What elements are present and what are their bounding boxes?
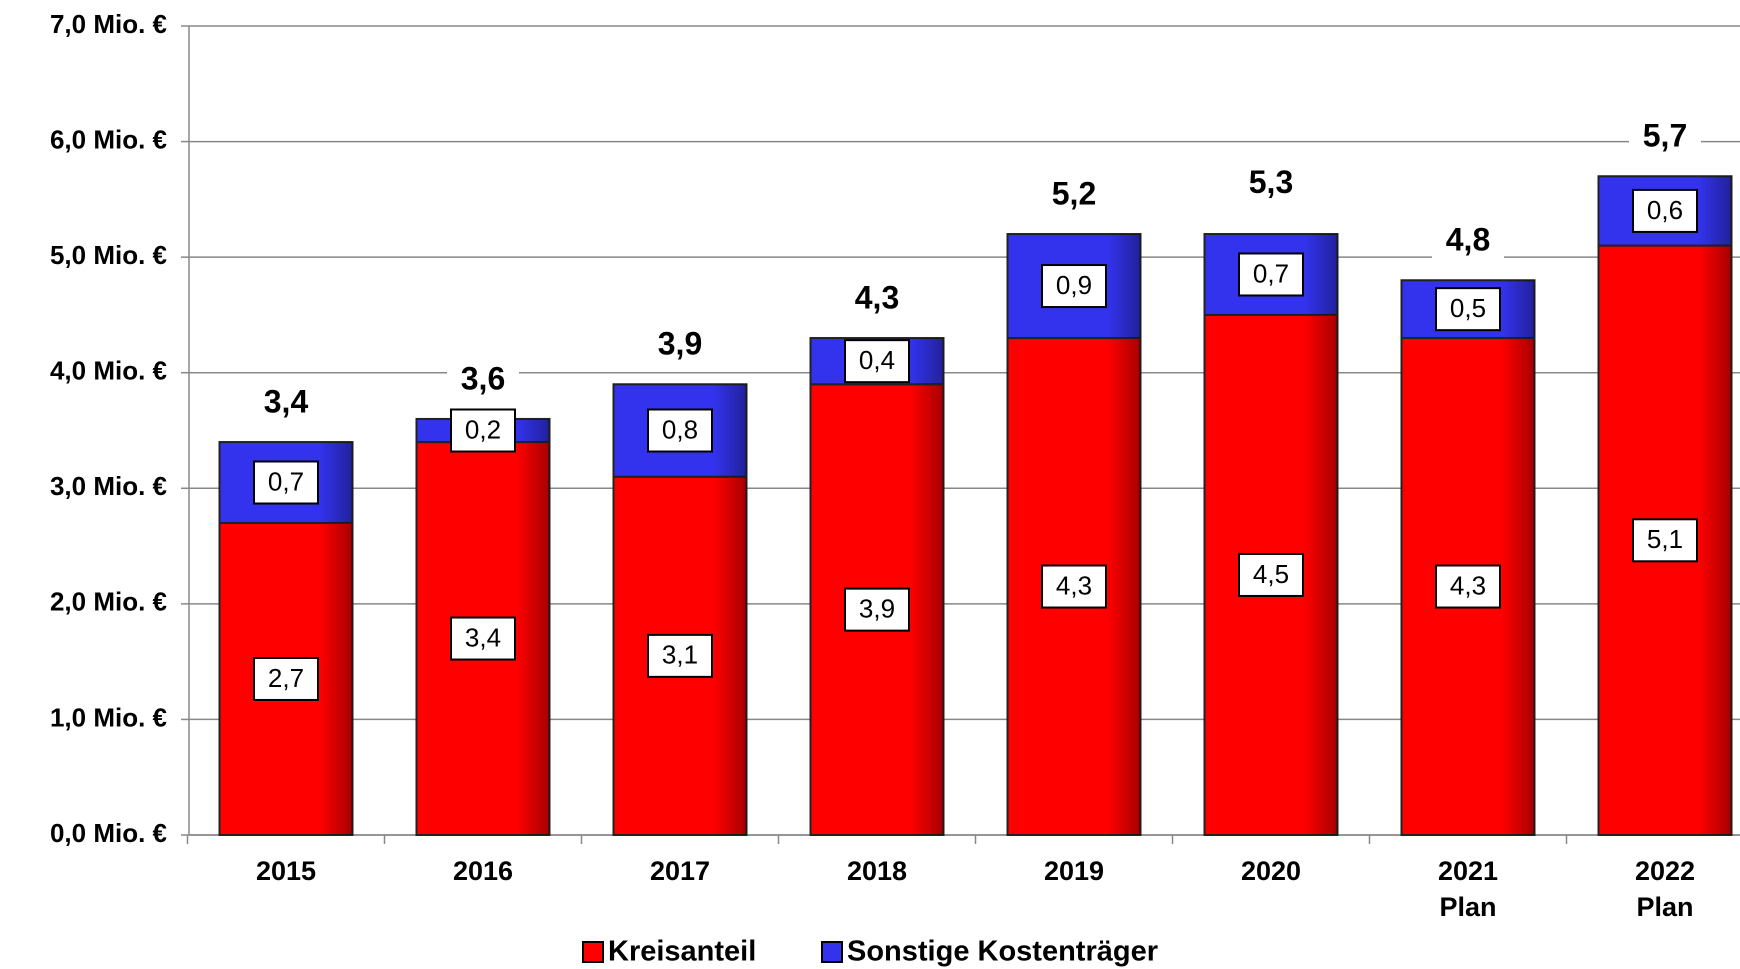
value-label: 3,9 — [859, 594, 895, 624]
value-label-box — [647, 408, 713, 453]
value-label-box — [253, 656, 319, 701]
legend-label: Sonstige Kostenträger — [847, 936, 1158, 968]
value-label: 3,4 — [465, 622, 501, 652]
value-label: 3,1 — [662, 640, 698, 670]
value-label-box — [450, 408, 516, 453]
total-label: 5,2 — [1052, 175, 1096, 211]
value-label: 0,7 — [1253, 258, 1289, 288]
total-bg — [841, 280, 913, 321]
total-label: 3,6 — [461, 360, 505, 396]
total-bg — [644, 326, 716, 367]
total-label: 5,7 — [1643, 118, 1687, 154]
value-label: 4,3 — [1056, 570, 1092, 600]
x-tick-label: 2022 Plan — [1635, 856, 1695, 922]
total-label: 4,8 — [1446, 222, 1490, 258]
value-label-box — [1632, 518, 1698, 563]
legend-swatch — [821, 941, 843, 963]
total-bg — [447, 360, 519, 401]
x-tick-label: 2017 — [650, 856, 710, 886]
total-label: 5,3 — [1249, 164, 1293, 200]
total-bg — [1235, 164, 1307, 205]
y-tick-label: 2,0 Mio. € — [50, 587, 167, 617]
total-bg — [1629, 118, 1701, 159]
value-label: 0,5 — [1450, 293, 1486, 323]
value-label-box — [450, 616, 516, 661]
value-label: 0,9 — [1056, 270, 1092, 300]
legend-label: Kreisanteil — [608, 936, 756, 968]
value-label-box — [253, 460, 319, 505]
y-tick-label: 0,0 Mio. € — [50, 818, 167, 848]
value-label-box — [1238, 252, 1304, 297]
value-label: 0,2 — [465, 414, 501, 444]
legend-swatch — [582, 941, 604, 963]
value-label: 0,6 — [1647, 195, 1683, 225]
y-tick-label: 7,0 Mio. € — [50, 9, 167, 39]
y-tick-label: 5,0 Mio. € — [50, 240, 167, 270]
total-label: 3,9 — [658, 326, 702, 362]
value-label-box — [1041, 564, 1107, 609]
x-tick-label: 2015 — [256, 856, 316, 886]
total-bg — [1432, 222, 1504, 263]
x-tick-label: 2018 — [847, 856, 907, 886]
value-label-box — [647, 633, 713, 678]
value-label: 2,7 — [268, 663, 304, 693]
value-label: 0,7 — [268, 466, 304, 496]
value-label-box — [1435, 564, 1501, 609]
total-label: 3,4 — [264, 384, 309, 420]
x-tick-label: 2020 — [1241, 856, 1301, 886]
value-label-box — [844, 587, 910, 632]
value-label: 0,8 — [662, 414, 698, 444]
value-label: 0,4 — [859, 345, 895, 375]
value-label: 4,3 — [1450, 570, 1486, 600]
total-bg — [1038, 176, 1110, 217]
x-tick-label: 2021 Plan — [1438, 856, 1498, 922]
value-label: 4,5 — [1253, 559, 1289, 589]
x-tick-label: 2019 — [1044, 856, 1104, 886]
value-label-box — [1632, 188, 1698, 233]
value-label-box — [844, 339, 910, 384]
total-bg — [250, 384, 322, 425]
value-label: 5,1 — [1647, 524, 1683, 554]
value-label-box — [1435, 287, 1501, 332]
y-tick-label: 6,0 Mio. € — [50, 124, 167, 154]
value-label-box — [1238, 552, 1304, 597]
y-tick-label: 4,0 Mio. € — [50, 356, 167, 386]
value-label-box — [1041, 264, 1107, 309]
y-tick-label: 3,0 Mio. € — [50, 471, 167, 501]
total-label: 4,3 — [855, 279, 899, 315]
y-tick-label: 1,0 Mio. € — [50, 702, 167, 732]
x-tick-label: 2016 — [453, 856, 513, 886]
